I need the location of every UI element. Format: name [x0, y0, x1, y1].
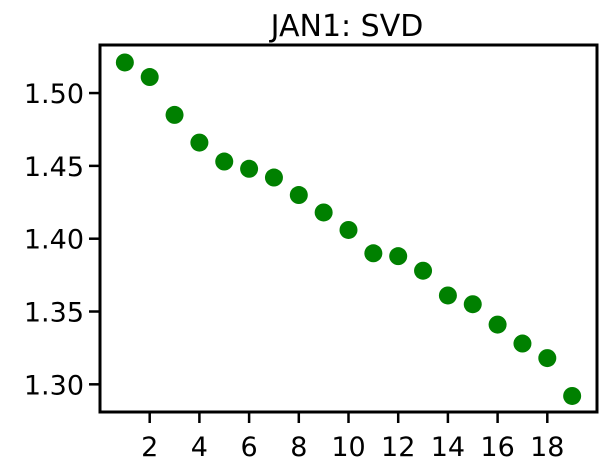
x-tick-label-12: 12: [381, 432, 415, 463]
data-point-1: [115, 53, 134, 72]
data-point-7: [264, 168, 283, 187]
x-tick-label-6: 6: [241, 432, 258, 463]
data-point-11: [364, 244, 383, 263]
data-point-15: [463, 295, 482, 314]
y-tick-label-3: 1.45: [24, 152, 84, 183]
x-axis: 2 4 6 8 10 12 14 16 18: [141, 412, 564, 463]
data-point-18: [538, 349, 557, 368]
data-point-12: [389, 247, 408, 266]
data-point-3: [165, 105, 184, 124]
x-tick-label-8: 8: [290, 432, 307, 463]
data-point-4: [190, 133, 209, 152]
data-point-8: [289, 186, 308, 205]
x-tick-label-4: 4: [191, 432, 208, 463]
y-tick-label-0: 1.30: [24, 370, 84, 401]
x-tick-label-14: 14: [431, 432, 465, 463]
data-point-19: [563, 386, 582, 405]
y-axis: 1.30 1.35 1.40 1.45 1.50: [24, 79, 100, 401]
y-tick-label-4: 1.50: [24, 79, 84, 110]
y-tick-label-2: 1.40: [24, 225, 84, 256]
data-point-17: [513, 334, 532, 353]
data-point-10: [339, 220, 358, 239]
y-tick-label-1: 1.35: [24, 298, 84, 329]
data-point-2: [140, 68, 159, 87]
data-point-13: [414, 261, 433, 280]
x-tick-label-18: 18: [530, 432, 564, 463]
data-points: [115, 53, 582, 405]
x-tick-label-2: 2: [141, 432, 158, 463]
data-point-9: [314, 203, 333, 222]
x-tick-label-10: 10: [331, 432, 365, 463]
data-point-6: [240, 159, 259, 178]
data-point-16: [488, 315, 507, 334]
chart-title: JAN1: SVD: [269, 9, 424, 44]
data-point-5: [215, 152, 234, 171]
x-tick-label-16: 16: [480, 432, 514, 463]
data-point-14: [438, 286, 457, 305]
